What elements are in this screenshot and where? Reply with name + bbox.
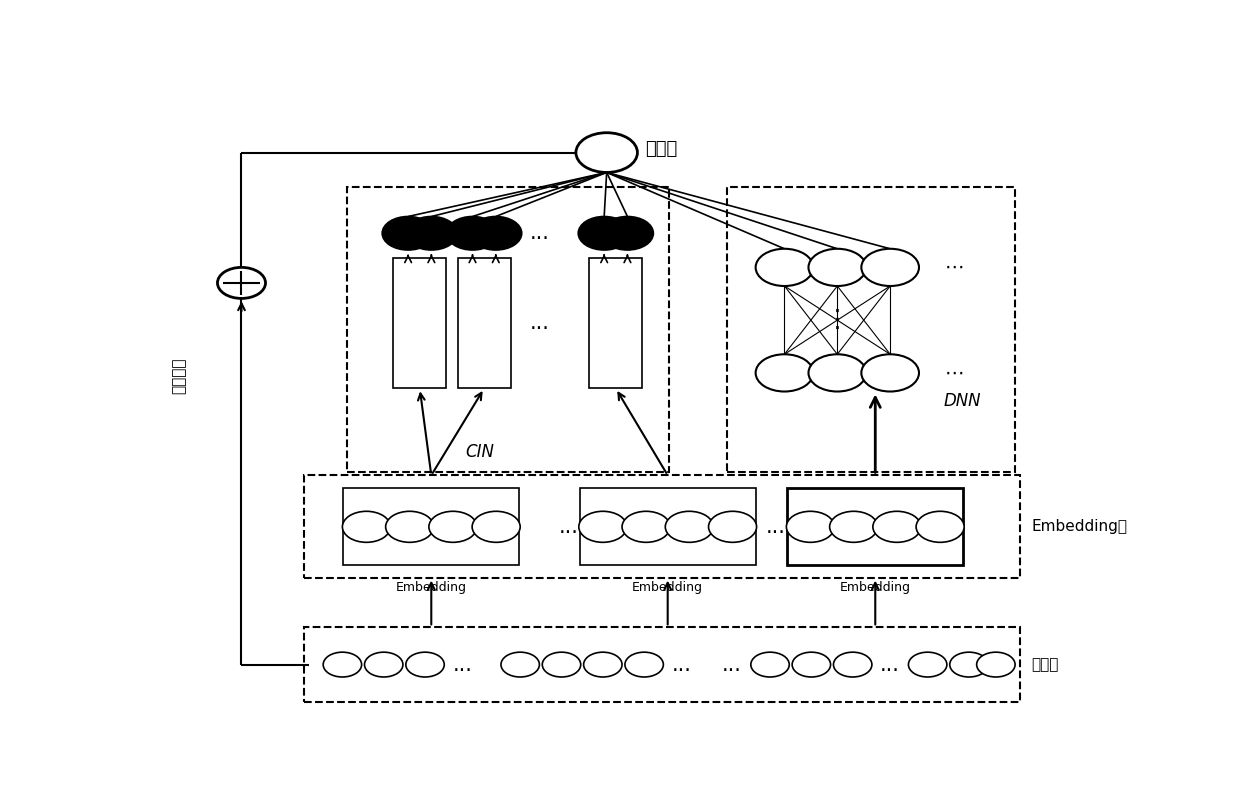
Circle shape [324, 652, 362, 677]
Text: ⋯: ⋯ [945, 364, 965, 382]
Bar [787, 488, 963, 565]
Text: Embedding层: Embedding层 [1032, 519, 1127, 534]
Bar [347, 187, 670, 472]
Circle shape [792, 652, 831, 677]
Circle shape [472, 511, 521, 542]
Circle shape [977, 652, 1016, 677]
Circle shape [405, 217, 458, 250]
Circle shape [909, 652, 947, 677]
Text: ...: ... [880, 654, 900, 675]
Text: ...: ... [558, 517, 578, 537]
Text: CIN: CIN [465, 443, 494, 461]
Circle shape [830, 511, 878, 542]
Circle shape [578, 217, 630, 250]
Text: ...: ... [529, 314, 549, 333]
Circle shape [446, 217, 498, 250]
Bar [580, 488, 755, 565]
Circle shape [708, 511, 756, 542]
Text: ⋮: ⋮ [825, 308, 849, 332]
Circle shape [579, 511, 627, 542]
Circle shape [584, 652, 622, 677]
Bar [393, 258, 446, 388]
Circle shape [808, 249, 866, 286]
Circle shape [755, 355, 813, 392]
Circle shape [575, 133, 637, 172]
Bar [304, 476, 1021, 578]
Bar [304, 627, 1021, 702]
Circle shape [365, 652, 403, 677]
Circle shape [542, 652, 580, 677]
Text: ...: ... [672, 654, 692, 675]
Bar [458, 258, 511, 388]
Circle shape [470, 217, 522, 250]
Text: DNN: DNN [944, 393, 981, 410]
Text: ...: ... [529, 223, 549, 243]
Circle shape [950, 652, 988, 677]
Text: 输出层: 输出层 [645, 140, 677, 159]
Text: ...: ... [766, 517, 786, 537]
Text: Embedding: Embedding [396, 581, 466, 594]
Circle shape [808, 355, 866, 392]
Circle shape [750, 652, 789, 677]
Bar [343, 488, 520, 565]
Bar [727, 187, 1016, 472]
Text: Embedding: Embedding [839, 581, 910, 594]
Circle shape [217, 268, 265, 298]
Text: 线性模型: 线性模型 [171, 358, 186, 394]
Circle shape [382, 217, 434, 250]
Circle shape [342, 511, 391, 542]
Text: 输入层: 输入层 [1032, 657, 1059, 672]
Circle shape [833, 652, 872, 677]
Text: ...: ... [722, 654, 742, 675]
Circle shape [862, 249, 919, 286]
Circle shape [625, 652, 663, 677]
Circle shape [786, 511, 835, 542]
Circle shape [386, 511, 434, 542]
Text: ...: ... [453, 654, 472, 675]
Circle shape [622, 511, 670, 542]
Text: Embedding: Embedding [632, 581, 703, 594]
Circle shape [501, 652, 539, 677]
Text: ⋯: ⋯ [945, 258, 965, 277]
Circle shape [429, 511, 477, 542]
Circle shape [755, 249, 813, 286]
Circle shape [862, 355, 919, 392]
Circle shape [666, 511, 713, 542]
Bar [589, 258, 642, 388]
Circle shape [916, 511, 965, 542]
Circle shape [873, 511, 921, 542]
Circle shape [405, 652, 444, 677]
Circle shape [601, 217, 653, 250]
